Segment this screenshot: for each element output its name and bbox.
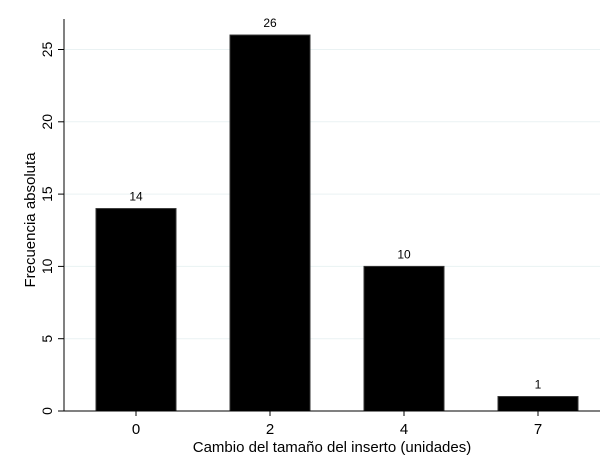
x-axis-title: Cambio del tamaño del inserto (unidades) — [193, 439, 472, 456]
bar-7 — [497, 396, 579, 412]
bar-4 — [363, 265, 445, 412]
x-tick-label: 4 — [400, 421, 408, 438]
bar-0 — [95, 208, 177, 412]
y-tick-label: 20 — [39, 114, 55, 130]
y-tick-label: 0 — [39, 407, 55, 415]
x-tick-label: 7 — [534, 421, 542, 438]
bar-2 — [229, 34, 311, 412]
y-tick-label: 15 — [39, 186, 55, 202]
x-tick-label: 0 — [132, 421, 140, 438]
x-tick-label: 2 — [266, 421, 274, 438]
data-label: 26 — [263, 16, 277, 30]
y-tick-label: 10 — [39, 258, 55, 274]
data-label: 1 — [535, 378, 542, 392]
data-label: 10 — [397, 247, 411, 261]
y-tick-label: 5 — [39, 335, 55, 343]
y-tick-label: 25 — [39, 42, 55, 58]
data-label: 14 — [129, 190, 143, 204]
y-axis-title: Frecuencia absoluta — [22, 152, 39, 288]
